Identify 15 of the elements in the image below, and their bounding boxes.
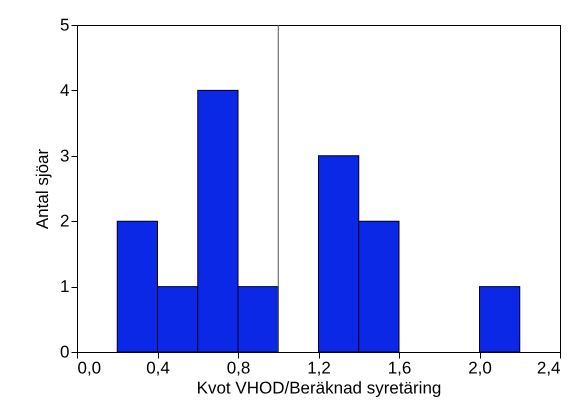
y-tick-label: 3 (60, 146, 70, 166)
x-axis-title: Kvot VHOD/Beräknad syretäring (196, 378, 442, 398)
x-tick-label: 1,6 (388, 358, 412, 378)
y-tick-label: 1 (60, 277, 70, 296)
x-tick-label: 1,2 (307, 358, 331, 378)
y-tick-label: 2 (60, 212, 70, 231)
y-tick-label: 0 (60, 342, 70, 362)
x-tick-label: 2,0 (468, 358, 492, 378)
y-axis-title: Antal sjöar (33, 148, 52, 230)
x-tick-label: 2,4 (536, 358, 560, 378)
x-tick-label: 0,8 (226, 358, 250, 378)
y-tick-label: 4 (60, 80, 70, 100)
x-tick-label: 0,0 (78, 358, 102, 378)
y-tick-label: 5 (60, 16, 70, 34)
x-tick-label: 0,4 (146, 358, 170, 378)
